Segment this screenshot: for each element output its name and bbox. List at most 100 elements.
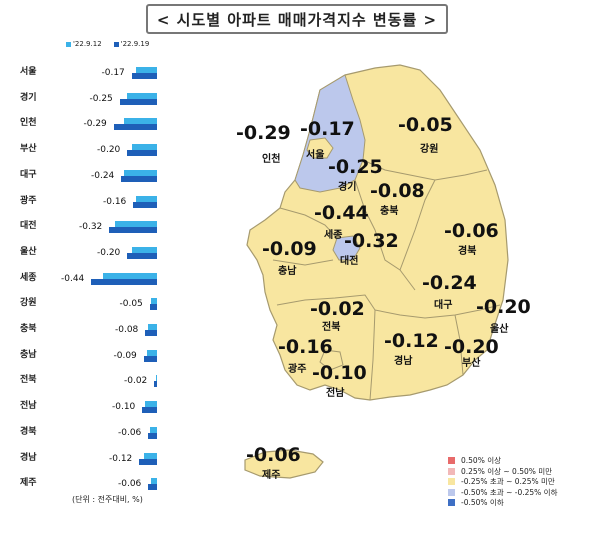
bar-value-label: -0.09 — [113, 350, 137, 361]
bar-category-label: 울산 — [20, 246, 37, 257]
map-region-value: -0.16 — [278, 336, 333, 358]
bar-curr-week — [143, 355, 157, 362]
bar-value-label: -0.24 — [91, 170, 115, 181]
bar-prev-week — [124, 169, 157, 176]
bar-value-label: -0.20 — [97, 247, 121, 258]
bar-prev-week — [155, 375, 157, 382]
page-title: < 시도별 아파트 매매가격지수 변동률 > — [156, 10, 438, 29]
bar-prev-week — [136, 195, 157, 202]
map-region-name: 충북 — [380, 206, 399, 217]
bar-prev-week — [145, 401, 157, 408]
bar-prev-week — [115, 221, 157, 228]
gyeonggi-shape — [294, 74, 366, 193]
bar-prev-week — [146, 349, 157, 356]
bar-category-label: 제주 — [20, 478, 37, 489]
bar-value-label: -0.44 — [61, 273, 85, 284]
bar-value-label: -0.20 — [97, 145, 121, 156]
map-legend-label: -0.25% 초과 ~ 0.25% 미만 — [461, 477, 555, 486]
legend-prev-swatch — [66, 41, 71, 47]
bar-value-label: -0.08 — [115, 325, 139, 335]
bar-category-label: 경북 — [20, 426, 37, 437]
map-region-value: -0.29 — [236, 122, 291, 144]
bar-prev-week — [143, 452, 157, 459]
bar-value-label: -0.29 — [83, 119, 107, 130]
region-borders — [272, 159, 501, 401]
bar-curr-week — [121, 175, 157, 182]
map-region-value: -0.20 — [476, 296, 531, 318]
bar-category-label: 대전 — [20, 221, 37, 232]
bar-curr-week — [113, 124, 157, 131]
unit-note: (단위 : 전주대비, %) — [72, 495, 143, 504]
bar-category-label: 경남 — [20, 452, 37, 463]
jeju-shape — [244, 449, 324, 479]
bar-value-label: -0.05 — [119, 299, 143, 310]
map-region-name: 충남 — [278, 266, 297, 277]
map-legend-swatch — [448, 478, 455, 485]
bar-value-label: -0.16 — [103, 196, 127, 207]
bar-curr-week — [131, 73, 157, 79]
bar-category-label: 전북 — [20, 375, 37, 386]
map-legend: 0.50% 이상 0.25% 이상 ~ 0.50% 미만 -0.25% 초과 ~ 0… — [448, 456, 557, 509]
legend-curr: '22.9.19 — [113, 40, 150, 48]
bar-curr-week — [139, 458, 157, 465]
bar-value-label: -0.06 — [118, 427, 142, 438]
legend-prev: '22.9.12 — [66, 40, 102, 48]
bar-prev-week — [124, 118, 157, 125]
bar-value-label: -0.06 — [118, 479, 142, 490]
bar-prev-week — [131, 246, 157, 253]
map-legend-row: -0.25% 초과 ~ 0.25% 미만 — [448, 477, 557, 486]
map-region-name: 강원 — [420, 144, 439, 155]
map-region-name: 대전 — [340, 256, 359, 267]
bar-curr-week — [91, 278, 157, 285]
bar-category-label: 전남 — [20, 401, 37, 412]
bar-legend: '22.9.12 '22.9.19 — [66, 40, 149, 48]
bar-value-label: -0.32 — [79, 222, 103, 233]
bar-prev-week — [148, 324, 157, 330]
bar-prev-week — [136, 67, 157, 73]
map-region-value: -0.25 — [328, 156, 383, 178]
bar-category-label: 광주 — [20, 195, 37, 206]
seoul-shape — [306, 137, 334, 159]
bar-curr-week — [127, 252, 157, 259]
map-region-name: 광주 — [288, 364, 307, 375]
map-region-value: -0.44 — [314, 202, 369, 224]
map-region-name: 경기 — [338, 182, 357, 193]
map-region-name: 세종 — [324, 230, 343, 241]
bar-value-label: -0.17 — [101, 68, 125, 78]
bar-prev-week — [151, 298, 157, 305]
map-region-name: 대구 — [434, 300, 453, 311]
map-legend-label: 0.50% 이상 — [461, 456, 502, 465]
map-region-name: 울산 — [490, 324, 509, 335]
map-legend-swatch — [448, 457, 455, 464]
bar-category-label: 부산 — [20, 144, 37, 155]
map-region-value: -0.17 — [300, 118, 355, 140]
bar-category-label: 충북 — [20, 324, 37, 334]
map-region-value: -0.02 — [310, 298, 365, 320]
map-region-value: -0.06 — [444, 220, 499, 242]
map-region-name: 서울 — [306, 150, 325, 161]
map-region-value: -0.12 — [384, 330, 439, 352]
legend-prev-label: '22.9.12 — [73, 40, 102, 48]
map-region-value: -0.32 — [344, 230, 399, 252]
bar-value-label: -0.02 — [124, 376, 148, 387]
map-legend-swatch — [448, 499, 455, 506]
map-region-value: -0.06 — [246, 444, 301, 466]
map-region-value: -0.08 — [370, 180, 425, 202]
map-region-name: 전북 — [322, 322, 341, 333]
map-region-value: -0.10 — [312, 362, 367, 384]
bar-prev-week — [151, 478, 157, 485]
map-legend-row: 0.25% 이상 ~ 0.50% 미만 — [448, 467, 557, 476]
bar-curr-week — [154, 381, 157, 388]
map-legend-row: 0.50% 이상 — [448, 456, 557, 465]
korea-map — [244, 64, 509, 479]
bar-curr-week — [145, 330, 157, 336]
map-legend-label: -0.50% 이하 — [461, 498, 504, 507]
legend-curr-label: '22.9.19 — [120, 40, 150, 48]
map-region-name: 제주 — [262, 470, 281, 481]
map-region-value: -0.09 — [262, 238, 317, 260]
map-region-name: 인천 — [262, 154, 281, 165]
title-box: < 시도별 아파트 매매가격지수 변동률 > — [146, 4, 448, 34]
bar-curr-week — [109, 227, 157, 234]
bar-category-label: 세종 — [20, 272, 37, 283]
bar-curr-week — [127, 150, 157, 157]
